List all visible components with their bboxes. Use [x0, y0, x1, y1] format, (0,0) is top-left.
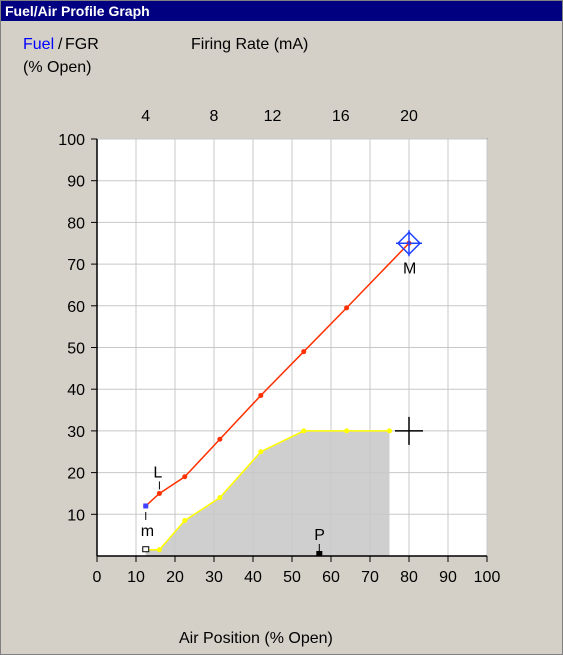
firing-rate-tick-label: 20 — [400, 108, 418, 125]
x-tick-label: 20 — [166, 569, 184, 586]
marker-label-m: m — [141, 523, 154, 540]
marker-point-m — [143, 503, 149, 509]
y-tick-label: 90 — [67, 174, 85, 191]
series-point-fuel — [301, 349, 307, 355]
y-tick-label: 50 — [67, 341, 85, 358]
x-tick-label: 30 — [205, 569, 223, 586]
series-point-fgr — [301, 428, 307, 434]
series-point-fgr — [217, 495, 223, 501]
grid-lines — [97, 138, 488, 556]
x-tick-label: 80 — [400, 569, 418, 586]
y-tick-labels: 10 20 30 40 50 60 70 80 90 100 — [58, 132, 97, 524]
series-line-fuel — [145, 242, 410, 507]
x-tick-label: 100 — [474, 569, 501, 586]
point-markers: Lm P M — [141, 230, 422, 556]
x-tick-label: 10 — [127, 569, 145, 586]
y-tick-label: 80 — [67, 215, 85, 232]
marker-point-p — [316, 551, 323, 556]
firing-rate-tick-label: 4 — [141, 108, 150, 125]
firing-rate-tick-label: 8 — [210, 108, 219, 125]
series-point-fuel — [258, 392, 264, 398]
marker-label-p: P — [314, 527, 325, 544]
firing-rate-tick-label: 16 — [332, 108, 350, 125]
series-point-fuel — [182, 474, 188, 480]
x-tick-label: 40 — [244, 569, 262, 586]
series-point-fgr — [156, 547, 162, 553]
x-tick-label: 0 — [93, 569, 102, 586]
series-point-fuel — [344, 305, 350, 311]
firing-rate-tick-label: 12 — [264, 108, 282, 125]
x-axis-label: Air Position (% Open) — [179, 630, 333, 647]
fuel-axis-label: Fuel — [23, 36, 54, 53]
x-tick-label: 90 — [439, 569, 457, 586]
y-tick-label: 30 — [67, 424, 85, 441]
marker-fgr-min — [142, 546, 150, 553]
y-tick-label: 20 — [67, 466, 85, 483]
legend-separator: / — [58, 36, 63, 53]
window-title: Fuel/Air Profile Graph — [1, 1, 562, 21]
cursor-crosshair[interactable] — [395, 416, 423, 445]
firing-rate-tick-labels: 4 8 12 16 20 — [141, 108, 418, 125]
series-point-fuel — [217, 436, 223, 442]
fgr-area — [145, 430, 390, 556]
firing-rate-axis-label: Firing Rate (mA) — [191, 36, 308, 53]
y-tick-label: 100 — [58, 132, 85, 149]
y-tick-label: 10 — [67, 507, 85, 524]
fgr-axis-label: FGR — [65, 36, 99, 53]
series-point-fgr — [344, 428, 350, 434]
series-point-fgr — [182, 518, 188, 524]
series-point-fuel — [156, 490, 162, 496]
y-tick-label: 70 — [67, 257, 85, 274]
series-point-fgr — [258, 449, 264, 455]
x-tick-label: 60 — [322, 569, 340, 586]
series-line-fgr — [145, 430, 390, 551]
y-tick-label: 60 — [67, 299, 85, 316]
marker-label-max: M — [403, 260, 416, 277]
series-lines — [145, 242, 410, 551]
x-tick-label: 70 — [361, 569, 379, 586]
y-tick-label: 40 — [67, 382, 85, 399]
fgr-shaded-region — [145, 430, 390, 556]
marker-label-l: L — [153, 464, 162, 481]
series-point-fgr — [387, 428, 392, 434]
fuel-air-profile-chart[interactable]: Fuel / FGR (% Open) Firing Rate (mA) 10 2… — [1, 21, 562, 654]
x-tick-label: 50 — [283, 569, 301, 586]
x-tick-labels: 0 10 20 30 40 50 60 70 80 90 100 — [93, 556, 501, 586]
y-axis-unit-label: (% Open) — [23, 59, 91, 76]
